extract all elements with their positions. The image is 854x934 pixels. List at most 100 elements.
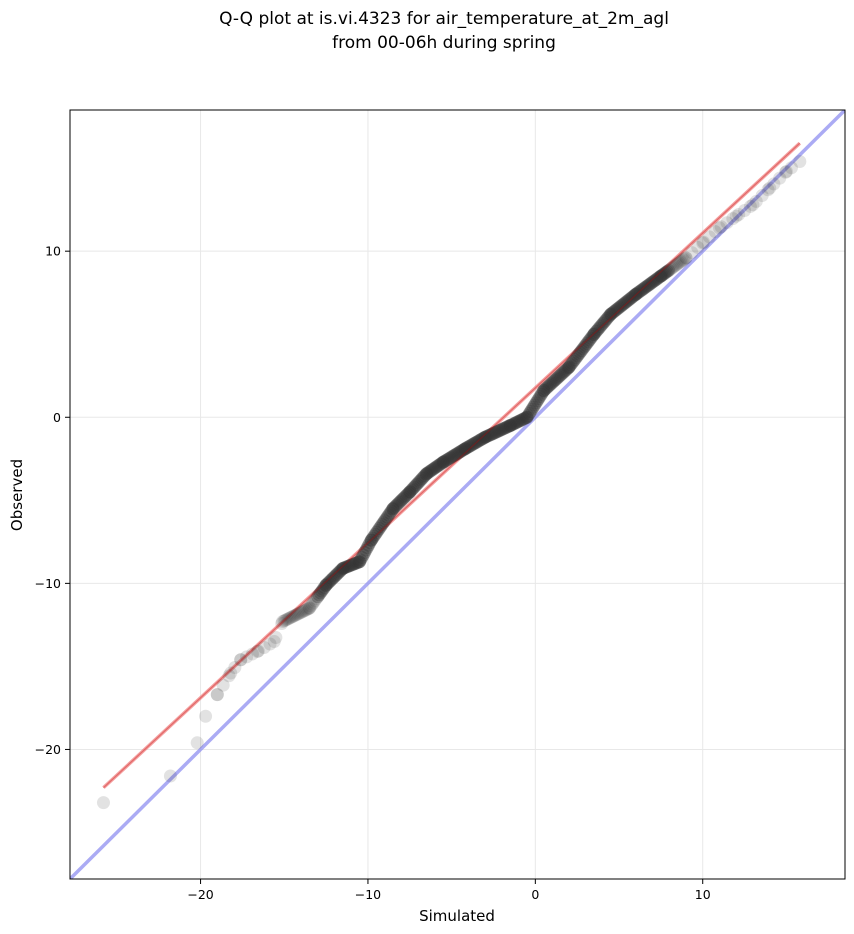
quantile-point bbox=[96, 796, 110, 810]
quantile-point bbox=[573, 345, 587, 359]
quantile-point bbox=[608, 304, 622, 318]
quantile-point bbox=[356, 548, 370, 562]
quantile-point bbox=[350, 556, 364, 570]
quantile-point bbox=[508, 416, 522, 430]
quantile-point bbox=[763, 181, 777, 195]
quantile-point bbox=[404, 483, 418, 497]
quantile-point bbox=[624, 291, 638, 305]
quantile-point bbox=[773, 171, 787, 185]
quantile-point bbox=[516, 412, 530, 426]
quantile-point bbox=[442, 452, 456, 466]
quantile-point bbox=[441, 452, 455, 466]
quantile-point bbox=[572, 347, 586, 361]
quantile-point bbox=[656, 267, 670, 281]
quantile-point bbox=[439, 453, 453, 467]
quantile-point bbox=[478, 430, 492, 444]
quantile-point bbox=[670, 258, 684, 272]
quantile-point bbox=[422, 465, 436, 479]
quantile-point bbox=[417, 470, 431, 484]
quantile-point bbox=[386, 502, 400, 516]
quantile-point bbox=[331, 566, 345, 580]
quantile-point bbox=[336, 561, 350, 575]
quantile-point bbox=[571, 349, 585, 363]
quantile-point bbox=[557, 365, 571, 379]
quantile-point bbox=[269, 631, 283, 645]
quantile-point bbox=[767, 177, 781, 191]
quantile-point bbox=[429, 460, 443, 474]
quantile-point bbox=[486, 426, 500, 440]
quantile-point bbox=[275, 617, 289, 631]
quantile-point bbox=[299, 603, 313, 617]
quantile-point bbox=[579, 338, 593, 352]
quantile-point bbox=[633, 284, 647, 298]
quantile-point bbox=[467, 436, 481, 450]
quantile-point bbox=[500, 420, 514, 434]
quantile-point bbox=[319, 578, 333, 592]
quantile-point bbox=[738, 203, 752, 217]
quantile-point bbox=[383, 506, 397, 520]
quantile-point bbox=[222, 669, 236, 683]
quantile-point bbox=[628, 288, 642, 302]
quantile-point bbox=[604, 307, 618, 321]
quantile-point bbox=[372, 522, 386, 536]
quantile-point bbox=[529, 396, 543, 410]
quantile-point bbox=[358, 546, 372, 560]
y-tick-label: 0 bbox=[53, 410, 61, 425]
quantile-point bbox=[685, 246, 699, 260]
quantile-point bbox=[362, 538, 376, 552]
quantile-point bbox=[674, 255, 688, 269]
quantile-point bbox=[210, 688, 224, 702]
quantile-point bbox=[784, 161, 798, 175]
quantile-point bbox=[344, 558, 358, 572]
quantile-point bbox=[240, 650, 254, 664]
quantile-point bbox=[403, 485, 417, 499]
quantile-point bbox=[487, 426, 501, 440]
quantile-point bbox=[325, 572, 339, 586]
quantile-point bbox=[544, 377, 558, 391]
quantile-point bbox=[400, 487, 414, 501]
quantile-point bbox=[525, 402, 539, 416]
quantile-point bbox=[469, 436, 483, 450]
quantile-point bbox=[461, 440, 475, 454]
quantile-point bbox=[558, 364, 572, 378]
quantile-point bbox=[506, 417, 520, 431]
quantile-point bbox=[654, 269, 668, 283]
quantile-point bbox=[329, 568, 343, 582]
quantile-point bbox=[190, 736, 204, 750]
quantile-point bbox=[560, 362, 574, 376]
quantile-point bbox=[520, 410, 534, 424]
quantile-point bbox=[340, 560, 354, 574]
y-tick-label: −20 bbox=[35, 742, 61, 757]
quantile-point bbox=[556, 366, 570, 380]
quantile-points bbox=[96, 154, 807, 810]
quantile-point bbox=[672, 256, 686, 270]
quantile-point bbox=[353, 555, 367, 569]
quantile-point bbox=[279, 613, 293, 627]
quantile-point bbox=[287, 609, 301, 623]
chart-title-line-1: Q-Q plot at is.vi.4323 for air_temperatu… bbox=[219, 9, 669, 29]
quantile-point bbox=[599, 313, 613, 327]
quantile-point bbox=[446, 449, 460, 463]
quantile-point bbox=[297, 604, 311, 618]
quantile-point bbox=[611, 302, 625, 316]
quantile-point bbox=[431, 459, 445, 473]
quantile-point bbox=[410, 477, 424, 491]
quantile-point bbox=[419, 467, 433, 481]
quantile-point bbox=[569, 351, 583, 365]
quantile-point bbox=[593, 320, 607, 334]
quantile-point bbox=[453, 445, 467, 459]
quantile-point bbox=[536, 385, 550, 399]
quantile-point bbox=[732, 208, 746, 222]
quantile-point bbox=[317, 580, 331, 594]
x-axis-label: Simulated bbox=[419, 907, 495, 925]
quantile-point bbox=[580, 337, 594, 351]
quantile-point bbox=[293, 606, 307, 620]
quantile-point bbox=[592, 321, 606, 335]
quantile-point bbox=[675, 254, 689, 268]
quantile-point bbox=[615, 299, 629, 313]
quantile-point bbox=[291, 607, 305, 621]
quantile-point bbox=[541, 380, 555, 394]
quantile-point bbox=[679, 251, 693, 265]
quantile-point bbox=[421, 466, 435, 480]
quantile-point bbox=[324, 573, 338, 587]
